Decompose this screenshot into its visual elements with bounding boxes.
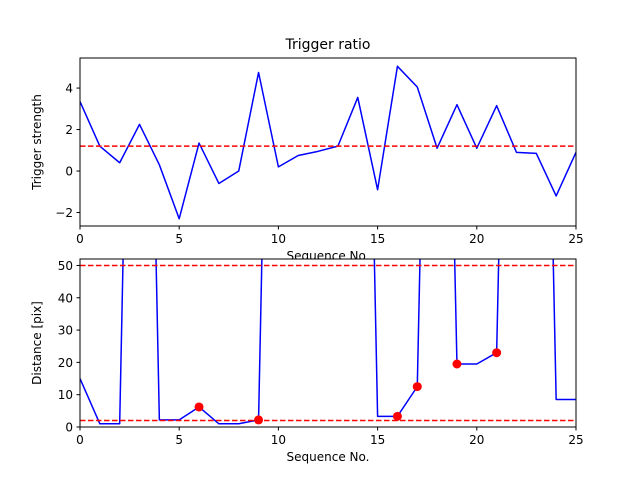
x-tick-label: 25 (568, 232, 583, 246)
data-point-marker (452, 359, 462, 369)
x-tick-label: 10 (271, 232, 286, 246)
x-tick-label: 5 (175, 433, 183, 447)
y-tick-label: 30 (58, 324, 73, 338)
y-tick-label: 50 (58, 259, 73, 273)
plot-area (80, 259, 576, 425)
chart-title: Trigger ratio (284, 37, 370, 53)
series-line (80, 65, 576, 220)
y-axis-label: Trigger strength (30, 94, 44, 191)
plot-area (80, 65, 576, 220)
y-tick-label: 10 (58, 388, 73, 402)
y-tick-label: 0 (65, 421, 73, 435)
y-tick-label: 2 (65, 123, 73, 137)
data-point-marker (392, 411, 402, 421)
x-tick-label: 5 (175, 232, 183, 246)
x-tick-label: 15 (370, 232, 385, 246)
x-tick-label: 15 (370, 433, 385, 447)
data-point-marker (194, 402, 204, 412)
axes-frame (79, 258, 577, 428)
axes-background (80, 259, 576, 427)
y-tick-label: 20 (58, 356, 73, 370)
axes-frame (79, 57, 577, 227)
y-tick-label: 0 (65, 165, 73, 179)
data-point-marker (412, 382, 422, 392)
y-axis-label: Distance [pix] (30, 301, 44, 385)
y-tick-label: 40 (58, 291, 73, 305)
x-tick-label: 20 (469, 232, 484, 246)
x-tick-label: 10 (271, 433, 286, 447)
data-point-marker (254, 415, 264, 425)
x-tick-label: 0 (76, 433, 84, 447)
y-tick-label: 4 (65, 82, 73, 96)
data-point-marker (492, 348, 502, 358)
x-tick-label: 25 (568, 433, 583, 447)
distance-axes: 0 5 10 15 20 25 0 10 20 30 40 50 Sequence No. Distanc… (30, 258, 584, 464)
y-tick-label: −2 (55, 206, 73, 220)
x-axis-label: Sequence No. (287, 450, 370, 464)
x-tick-label: 0 (76, 232, 84, 246)
x-tick-label: 20 (469, 433, 484, 447)
